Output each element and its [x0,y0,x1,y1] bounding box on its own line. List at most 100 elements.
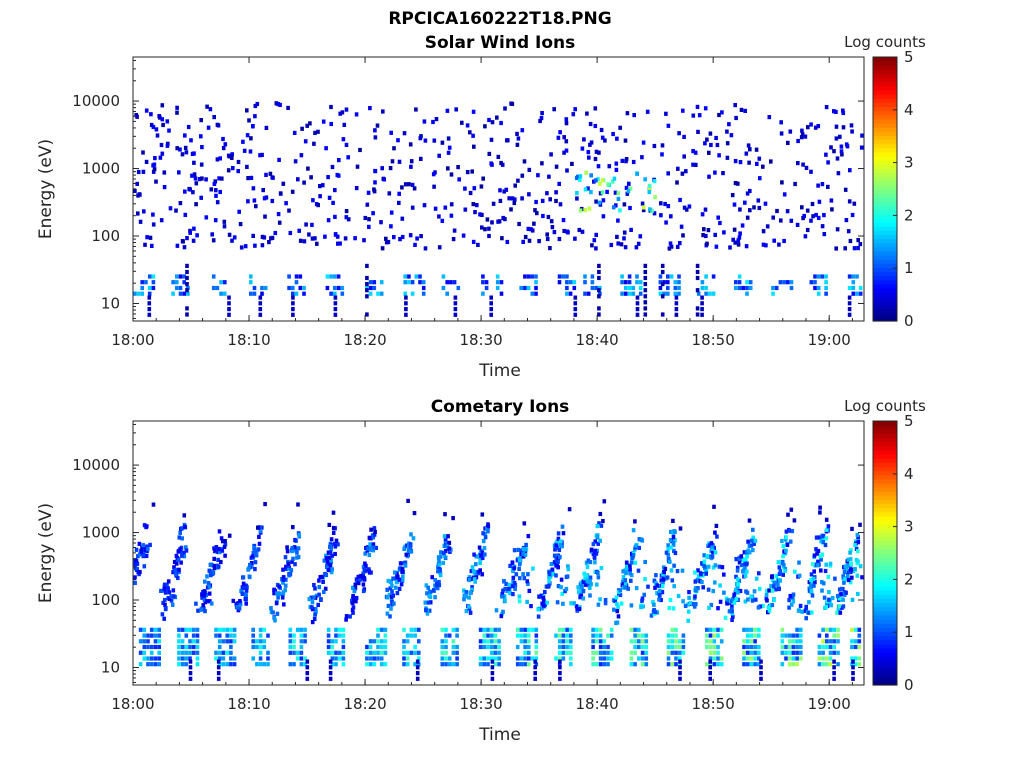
heatmap-cell [845,570,850,575]
heatmap-cell [365,546,370,551]
heatmap-cell [599,523,604,528]
heatmap-cell [663,201,667,207]
heatmap-cell [502,189,506,194]
heatmap-cell [153,156,157,161]
heatmap-cell [525,579,529,584]
heatmap-cell [255,101,260,107]
heatmap-cell [720,565,725,570]
heatmap-cell [745,590,750,595]
heatmap-cell [221,662,226,667]
y-tick-label: 10000 [72,456,120,474]
heatmap-cell [336,542,340,547]
heatmap-cell [251,186,256,191]
heatmap-cell [619,242,624,247]
colorbar-segment [873,548,897,554]
heatmap-cell [284,577,288,582]
heatmap-cell [664,550,669,555]
heatmap-cell [687,204,692,209]
heatmap-cell [286,564,291,569]
colorbar-segment [873,462,897,467]
heatmap-cell [686,609,691,614]
heatmap-cell [743,573,748,578]
heatmap-cell [554,190,558,195]
heatmap-cell [368,650,373,655]
heatmap-cell [467,578,472,583]
heatmap-cell [767,588,771,593]
colorbar-segment [873,172,897,178]
heatmap-cell [310,600,315,605]
heatmap-cell [422,119,427,124]
heatmap-cell [447,633,452,638]
heatmap-cell [787,598,791,603]
x-axis-label-cometary: Time [478,725,521,745]
heatmap-cell [565,650,569,655]
heatmap-cell [804,616,808,621]
heatmap-cell [483,535,488,540]
heatmap-cell [151,163,155,168]
heatmap-cell [283,588,287,593]
heatmap-cell [470,585,474,590]
heatmap-cell [285,549,290,554]
heatmap-cell [299,639,304,644]
heatmap-cell [557,656,562,661]
heatmap-cell [227,533,232,538]
heatmap-cell [723,615,728,620]
heatmap-cell [585,579,590,584]
heatmap-cell [517,566,521,571]
heatmap-cell [523,550,528,555]
colorbar-segment [873,627,897,632]
heatmap-cell [641,140,646,145]
heatmap-cell [182,513,187,518]
heatmap-cell [827,597,831,602]
heatmap-cell [328,671,333,676]
heatmap-cell [602,499,607,504]
heatmap-cell [376,633,380,638]
heatmap-cell [375,123,380,128]
heatmap-cell [229,650,233,655]
colorbar-segment [873,255,897,260]
heatmap-cell [704,569,709,574]
heatmap-cell [558,130,562,135]
heatmap-cell [838,134,842,139]
heatmap-cell [661,577,666,582]
heatmap-cell [442,550,446,556]
heatmap-cell [287,572,292,577]
heatmap-cell [670,650,675,655]
heatmap-cell [175,243,180,248]
heatmap-cell [613,190,618,195]
heatmap-cell [606,650,610,655]
heatmap-cell [737,285,742,291]
heatmap-cell [857,639,862,644]
heatmap-cell [207,591,212,596]
heatmap-cell [326,633,331,638]
heatmap-cell [565,285,569,291]
heatmap-cell [387,592,392,597]
heatmap-cell [827,590,831,595]
heatmap-cell [490,671,495,676]
heatmap-cell [693,579,698,584]
heatmap-cell [194,202,198,207]
colorbar-segment [873,680,897,686]
heatmap-cell [622,236,626,241]
heatmap-cell [441,560,445,565]
heatmap-cell [838,610,843,615]
heatmap-cell [493,644,498,650]
heatmap-cell [490,120,495,125]
heatmap-cell [192,151,196,156]
heatmap-cell [258,633,263,638]
colorbar-segment [873,528,897,533]
heatmap-cell [628,205,632,211]
heatmap-cell [147,274,152,279]
heatmap-cell [807,610,811,615]
heatmap-cell [588,575,593,580]
heatmap-cell [644,656,649,661]
heatmap-cell [708,656,713,661]
heatmap-cell [734,596,739,601]
heatmap-cell [854,539,858,544]
heatmap-cell [512,580,517,585]
heatmap-cell [237,606,242,611]
heatmap-cell [684,169,688,174]
heatmap-cell [594,232,598,237]
heatmap-cell [821,534,826,539]
heatmap-cell [591,639,595,644]
